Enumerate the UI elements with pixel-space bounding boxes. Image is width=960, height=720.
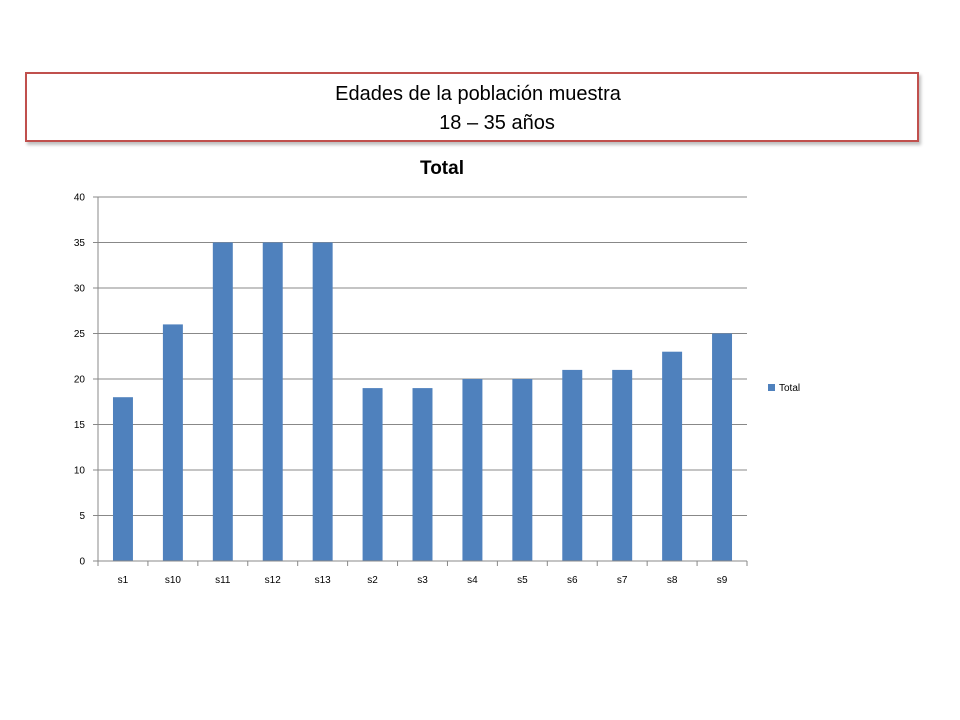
x-tick-label: s4 bbox=[467, 575, 478, 586]
y-tick-label: 0 bbox=[79, 557, 85, 568]
bar-s8 bbox=[662, 351, 683, 561]
bar-s9 bbox=[712, 333, 733, 561]
bars bbox=[112, 242, 733, 561]
bar-s10 bbox=[162, 324, 183, 561]
y-tick-label: 20 bbox=[74, 375, 86, 386]
y-tick-label: 30 bbox=[74, 284, 86, 295]
x-tick-label: s10 bbox=[165, 575, 182, 586]
axes bbox=[97, 197, 747, 562]
bar-s2 bbox=[362, 388, 383, 561]
legend-label: Total bbox=[779, 383, 800, 394]
x-tick-label: s8 bbox=[667, 575, 678, 586]
x-tick-label: s1 bbox=[118, 575, 129, 586]
bar-s1 bbox=[112, 397, 133, 561]
bar-s6 bbox=[562, 369, 583, 561]
x-tick-label: s3 bbox=[417, 575, 428, 586]
y-tick-label: 5 bbox=[79, 511, 85, 522]
x-tick-label: s13 bbox=[315, 575, 332, 586]
bar-s13 bbox=[312, 242, 333, 561]
slide-subtitle: 18 – 35 años bbox=[439, 112, 555, 134]
bar-s4 bbox=[462, 379, 483, 561]
x-tick-label: s9 bbox=[717, 575, 728, 586]
bar-s11 bbox=[212, 242, 233, 561]
y-tick-label: 10 bbox=[74, 466, 86, 477]
legend-swatch bbox=[768, 384, 775, 391]
slide-title: Edades de la población muestra bbox=[335, 83, 621, 105]
x-tick-label: s2 bbox=[367, 575, 378, 586]
x-tick-label: s5 bbox=[517, 575, 528, 586]
y-tick-label: 25 bbox=[74, 329, 86, 340]
x-tick-label: s6 bbox=[567, 575, 578, 586]
bar-s3 bbox=[412, 388, 433, 561]
bar-s7 bbox=[612, 369, 633, 561]
legend: Total bbox=[768, 383, 800, 394]
x-tick-label: s12 bbox=[265, 575, 282, 586]
slide-title-box: Edades de la población muestra 18 – 35 a… bbox=[25, 72, 919, 142]
chart-title: Total bbox=[420, 158, 464, 179]
bar-s5 bbox=[512, 379, 533, 561]
x-tick-label: s7 bbox=[617, 575, 628, 586]
y-tick-label: 40 bbox=[74, 193, 86, 204]
bar-s12 bbox=[262, 242, 283, 561]
y-axis-ticks: 0 5 10 15 20 25 30 35 40 bbox=[74, 193, 98, 568]
y-tick-label: 35 bbox=[74, 238, 86, 249]
x-axis-ticks: s1 s10 s11 s12 s13 s2 s3 s4 s5 s6 s7 s8 s9 bbox=[97, 561, 748, 586]
x-tick-label: s11 bbox=[215, 575, 231, 586]
y-tick-label: 15 bbox=[74, 420, 86, 431]
